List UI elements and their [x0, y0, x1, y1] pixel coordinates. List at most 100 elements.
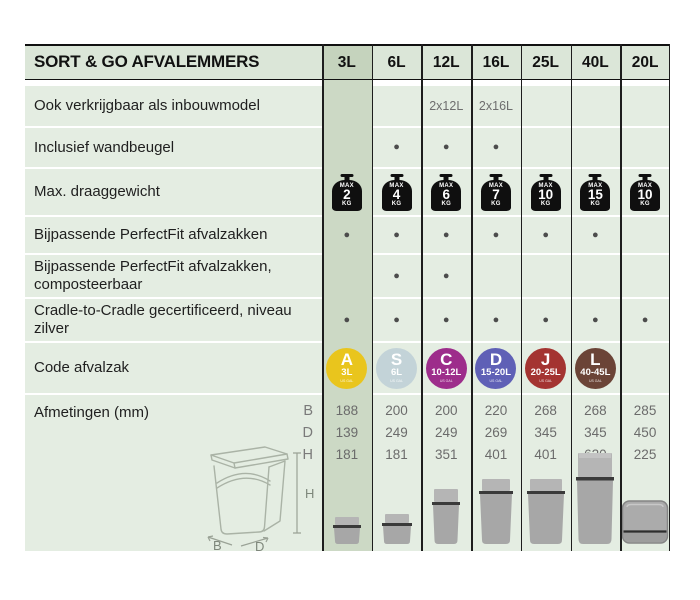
- grid-line: [520, 44, 523, 551]
- row-label: Inclusief wandbeugel: [25, 128, 322, 167]
- cell: MAX 10 KG: [620, 169, 670, 215]
- product-bin-16l: [478, 479, 513, 544]
- cell: ●: [371, 255, 422, 297]
- cell: [620, 86, 670, 126]
- dot-mark: ●: [442, 269, 450, 282]
- grid-line: [570, 44, 573, 551]
- row-label: Cradle-to-Cradle gecertificeerd, niveau …: [25, 299, 322, 341]
- dot-mark: ●: [542, 228, 549, 241]
- max-weight-icon: MAX 6 KG: [431, 173, 462, 211]
- cell: ●: [570, 299, 621, 341]
- bag-code-badge-a: A 3L US GAL: [326, 347, 368, 389]
- weight-handle-icon: [489, 173, 503, 177]
- cell: [520, 128, 571, 167]
- bag-code-badge-l: L 40-45L US GAL: [574, 347, 616, 389]
- cell: MAX 10 KG: [520, 169, 571, 215]
- cell: ●: [570, 217, 621, 253]
- cell: 2x12L: [421, 86, 472, 126]
- cell: ●: [371, 299, 422, 341]
- cell: ●: [322, 299, 372, 341]
- row-composteerbaar: Bijpassende PerfectFit afvalzakken, comp…: [25, 255, 670, 297]
- dot-mark: ●: [592, 313, 599, 326]
- row-code-afvalzak: Code afvalzak A 3L US GAL S 6L US GAL C …: [25, 343, 670, 393]
- cell: [322, 128, 372, 167]
- weight-handle-icon: [340, 173, 354, 177]
- cell: ●: [520, 217, 571, 253]
- row-label: Bijpassende PerfectFit afvalzakken, comp…: [25, 255, 322, 297]
- row-draaggewicht: Max. draaggewicht MAX 2 KG MAX 4 KG MAX 6 KG M…: [25, 169, 670, 215]
- cell: S 6L US GAL: [371, 343, 422, 393]
- axis-label-h: H: [302, 447, 313, 463]
- column-header-25l: 25L: [520, 46, 571, 79]
- dot-mark: ●: [393, 269, 400, 282]
- product-bin-12l: [432, 489, 461, 544]
- dim-d: 139: [335, 425, 359, 440]
- dot-mark: ●: [393, 141, 400, 153]
- dim-h: 225: [633, 447, 657, 462]
- row-afmetingen: Afmetingen (mm) B D H: [25, 395, 670, 551]
- row-label: Ook verkrijgbaar als inbouwmodel: [25, 86, 322, 126]
- cell: A 3L US GAL: [322, 343, 372, 393]
- weight-handle-icon: [390, 173, 404, 177]
- column-header-20l: 20L: [620, 46, 670, 79]
- cell: [570, 86, 621, 126]
- cell: [520, 86, 571, 126]
- dimensions-cell-12l: 200 249 351: [421, 395, 472, 551]
- weight-handle-icon: [439, 173, 453, 177]
- dimensions-cell-20l: 285 450 225: [620, 395, 670, 551]
- table-header: SORT & GO AFVALEMMERS 3L 6L 12L 16L 25L …: [25, 44, 670, 80]
- dot-mark: ●: [492, 141, 500, 153]
- product-comparison-table: SORT & GO AFVALEMMERS 3L 6L 12L 16L 25L …: [25, 44, 670, 551]
- cell: [570, 128, 621, 167]
- dot-mark: ●: [442, 228, 450, 241]
- dot-mark: ●: [343, 228, 351, 241]
- dot-mark: ●: [393, 228, 400, 241]
- dimensions-cell-3l: 188 139 181: [322, 395, 372, 551]
- dim-b: 268: [534, 403, 557, 418]
- axis-label-d: D: [302, 425, 313, 441]
- bag-code-badge-j: J 20-25L US GAL: [525, 347, 567, 389]
- dot-mark: ●: [641, 313, 649, 326]
- cell: L 40-45L US GAL: [570, 343, 621, 393]
- column-header-16l: 16L: [471, 46, 521, 79]
- dim-h: 181: [335, 447, 359, 462]
- drawing-label-h: H: [305, 486, 314, 501]
- dim-b: 200: [434, 403, 458, 418]
- dim-b: 268: [584, 403, 607, 418]
- cell: [322, 255, 372, 297]
- cell: [620, 255, 670, 297]
- dim-h: 401: [534, 447, 557, 462]
- dimension-axis-labels: B D H: [303, 400, 313, 466]
- dim-h: 181: [385, 447, 408, 462]
- table-title-cell: SORT & GO AFVALEMMERS: [25, 46, 322, 79]
- dimensions-label: Afmetingen (mm): [34, 404, 150, 421]
- max-weight-icon: MAX 10 KG: [530, 173, 561, 211]
- dim-d: 249: [385, 425, 408, 440]
- max-weight-icon: MAX 2 KG: [331, 173, 362, 211]
- cell: 2x16L: [471, 86, 521, 126]
- weight-handle-icon: [638, 173, 652, 177]
- cell: C 10-12L US GAL: [421, 343, 472, 393]
- grid-line: [371, 44, 374, 551]
- row-label: Max. draaggewicht: [25, 169, 322, 215]
- cell: ●: [322, 217, 372, 253]
- cell: [471, 255, 521, 297]
- bag-code-badge-d: D 15-20L US GAL: [475, 347, 517, 389]
- cell: D 15-20L US GAL: [471, 343, 521, 393]
- product-bin-40l: [576, 453, 615, 544]
- cell: MAX 6 KG: [421, 169, 472, 215]
- cell: ●: [371, 128, 422, 167]
- cell: [620, 217, 670, 253]
- max-weight-icon: MAX 15 KG: [580, 173, 611, 211]
- product-bin-3l: [332, 517, 361, 544]
- cell: ●: [471, 299, 521, 341]
- row-perfectfit: Bijpassende PerfectFit afvalzakken ● ● ●…: [25, 217, 670, 253]
- cell: [371, 86, 422, 126]
- dot-mark: ●: [492, 228, 500, 241]
- dim-d: 345: [534, 425, 557, 440]
- grid-line: [620, 44, 622, 551]
- row-inbouwmodel: Ook verkrijgbaar als inbouwmodel 2x12L 2…: [25, 86, 670, 126]
- dim-b: 285: [633, 403, 657, 418]
- cell: ●: [371, 217, 422, 253]
- column-header-3l: 3L: [322, 46, 372, 79]
